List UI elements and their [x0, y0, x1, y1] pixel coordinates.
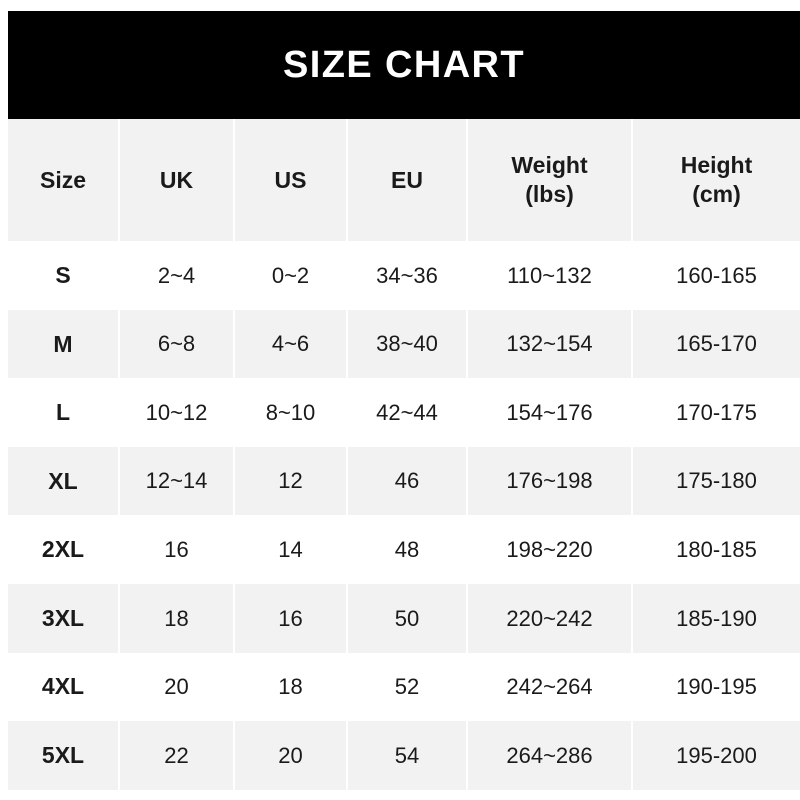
- table-row: L 10~12 8~10 42~44 154~176 170-175: [8, 378, 800, 447]
- title-banner: SIZE CHART: [8, 11, 800, 119]
- cell-eu: 34~36: [348, 241, 468, 310]
- cell-height: 185-190: [676, 605, 757, 631]
- column-header-size: Size: [8, 119, 120, 241]
- table-row: 4XL 20 18 52 242~264 190-195: [8, 652, 800, 722]
- cell-us: 18: [235, 652, 348, 722]
- cell-size-label: M: [8, 309, 120, 379]
- cell-eu: 48: [348, 515, 468, 584]
- cell-height: 175-180: [676, 468, 757, 494]
- table-row: 5XL 22 20 54 264~286 195-200: [8, 721, 800, 790]
- cell-weight: 264~286: [468, 721, 633, 790]
- cell-size-label: 3XL: [8, 583, 120, 653]
- cell-weight: 220~242: [468, 583, 633, 653]
- column-header-label: Height: [680, 152, 753, 179]
- cell-weight: 132~154: [468, 309, 633, 379]
- cell-size-label: XL: [8, 446, 120, 516]
- column-header-unit: (cm): [692, 181, 741, 207]
- cell-us: 14: [235, 515, 348, 584]
- cell-size-label: S: [8, 241, 120, 310]
- cell-height: 170-175: [676, 399, 757, 425]
- cell-weight: 110~132: [468, 241, 633, 310]
- cell-us: 12: [235, 446, 348, 516]
- cell-eu: 42~44: [348, 378, 468, 447]
- cell-eu: 52: [348, 652, 468, 722]
- cell-us: 8~10: [235, 378, 348, 447]
- column-header-height: Height (cm): [633, 119, 800, 241]
- column-header-eu: EU: [348, 119, 468, 241]
- column-header-label: UK: [159, 166, 194, 193]
- cell-uk: 16: [120, 515, 235, 584]
- table-header-row: Size UK US EU Weight (lbs) Height (cm): [8, 119, 800, 241]
- column-header-weight: Weight (lbs): [468, 119, 633, 241]
- cell-us: 16: [235, 583, 348, 653]
- cell-uk: 22: [120, 721, 235, 790]
- cell-uk: 2~4: [120, 241, 235, 310]
- column-header-unit: (lbs): [525, 181, 574, 207]
- cell-height: 165-170: [676, 331, 757, 357]
- table-row: 3XL 18 16 50 220~242 185-190: [8, 583, 800, 653]
- cell-eu: 38~40: [348, 309, 468, 379]
- cell-size-label: 4XL: [8, 652, 120, 722]
- cell-height: 180-185: [676, 536, 757, 562]
- table-row: 2XL 16 14 48 198~220 180-185: [8, 515, 800, 584]
- column-header-uk: UK: [120, 119, 235, 241]
- cell-size-label: 5XL: [8, 721, 120, 790]
- cell-uk: 10~12: [120, 378, 235, 447]
- cell-weight: 242~264: [468, 652, 633, 722]
- size-chart-table: Size UK US EU Weight (lbs) Height (cm) S 2~4 0~2 3…: [8, 119, 800, 790]
- cell-uk: 12~14: [120, 446, 235, 516]
- column-header-label: Size: [39, 166, 87, 193]
- cell-eu: 50: [348, 583, 468, 653]
- column-header-us: US: [235, 119, 348, 241]
- cell-size-label: L: [8, 378, 120, 447]
- table-body: S 2~4 0~2 34~36 110~132 160-165 M 6~8 4~6 38~40 13…: [8, 241, 800, 790]
- cell-height: 195-200: [676, 742, 757, 768]
- cell-height: 160-165: [676, 262, 757, 288]
- column-header-label: EU: [391, 166, 423, 193]
- cell-uk: 6~8: [120, 309, 235, 379]
- table-row: S 2~4 0~2 34~36 110~132 160-165: [8, 241, 800, 310]
- column-header-label: Weight: [511, 152, 588, 179]
- cell-uk: 20: [120, 652, 235, 722]
- column-header-label: US: [274, 166, 307, 193]
- cell-eu: 46: [348, 446, 468, 516]
- table-row: XL 12~14 12 46 176~198 175-180: [8, 446, 800, 516]
- cell-us: 4~6: [235, 309, 348, 379]
- cell-weight: 154~176: [468, 378, 633, 447]
- cell-weight: 198~220: [468, 515, 633, 584]
- cell-eu: 54: [348, 721, 468, 790]
- cell-height: 190-195: [676, 674, 757, 700]
- table-row: M 6~8 4~6 38~40 132~154 165-170: [8, 309, 800, 379]
- page-title: SIZE CHART: [283, 44, 525, 86]
- cell-us: 0~2: [235, 241, 348, 310]
- cell-uk: 18: [120, 583, 235, 653]
- cell-us: 20: [235, 721, 348, 790]
- cell-weight: 176~198: [468, 446, 633, 516]
- cell-size-label: 2XL: [8, 515, 120, 584]
